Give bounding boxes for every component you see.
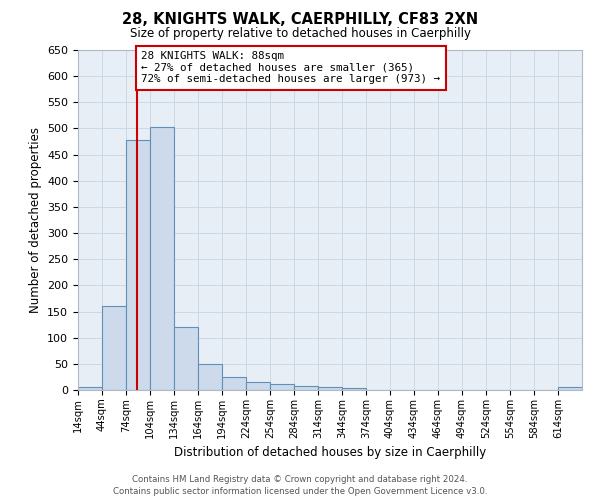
Bar <box>318 388 342 390</box>
Bar <box>558 388 582 390</box>
Y-axis label: Number of detached properties: Number of detached properties <box>29 127 41 313</box>
Bar <box>174 327 198 390</box>
Bar <box>78 388 102 390</box>
Text: Contains HM Land Registry data © Crown copyright and database right 2024.
Contai: Contains HM Land Registry data © Crown c… <box>113 475 487 496</box>
Bar <box>342 388 366 390</box>
Bar <box>102 306 126 390</box>
X-axis label: Distribution of detached houses by size in Caerphilly: Distribution of detached houses by size … <box>174 446 486 459</box>
Text: 28 KNIGHTS WALK: 88sqm
← 27% of detached houses are smaller (365)
72% of semi-de: 28 KNIGHTS WALK: 88sqm ← 27% of detached… <box>141 51 440 84</box>
Bar <box>198 364 222 390</box>
Text: 28, KNIGHTS WALK, CAERPHILLY, CF83 2XN: 28, KNIGHTS WALK, CAERPHILLY, CF83 2XN <box>122 12 478 28</box>
Bar <box>270 384 294 390</box>
Bar <box>126 140 150 390</box>
Bar <box>294 386 318 390</box>
Text: Size of property relative to detached houses in Caerphilly: Size of property relative to detached ho… <box>130 28 470 40</box>
Bar <box>150 127 174 390</box>
Bar <box>246 382 270 390</box>
Bar <box>222 377 246 390</box>
